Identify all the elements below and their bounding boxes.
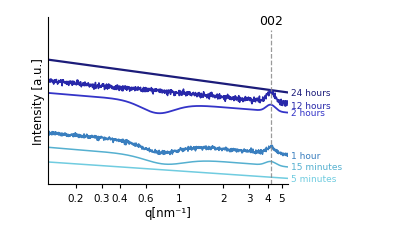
X-axis label: q[nm⁻¹]: q[nm⁻¹] bbox=[144, 206, 192, 219]
Text: 24 hours: 24 hours bbox=[292, 88, 331, 97]
Y-axis label: Intensity [a.u.]: Intensity [a.u.] bbox=[32, 58, 45, 144]
Text: 15 minutes: 15 minutes bbox=[292, 162, 342, 171]
Text: 2 hours: 2 hours bbox=[292, 108, 325, 117]
Text: 5 minutes: 5 minutes bbox=[292, 174, 337, 183]
Text: 002: 002 bbox=[259, 15, 283, 27]
Text: 1 hour: 1 hour bbox=[292, 151, 321, 160]
Text: 12 hours: 12 hours bbox=[292, 102, 331, 111]
